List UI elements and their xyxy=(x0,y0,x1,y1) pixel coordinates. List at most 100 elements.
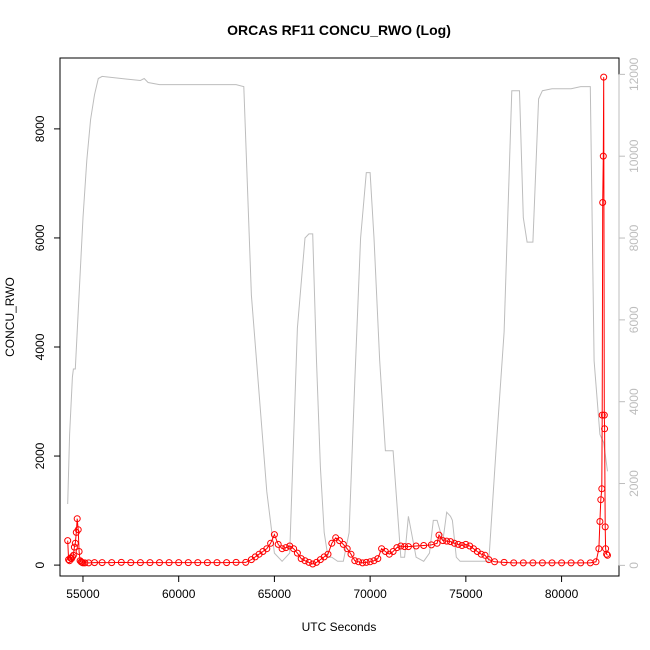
data-point xyxy=(393,544,401,552)
data-point xyxy=(232,558,240,566)
y-axis-left: 0 2000 4000 6000 8000 xyxy=(33,115,61,568)
y2-tick-label: 10000 xyxy=(627,139,641,173)
data-point xyxy=(420,542,428,549)
data-point xyxy=(598,485,606,493)
data-point xyxy=(339,540,347,548)
data-point xyxy=(439,537,447,545)
data-point xyxy=(165,559,173,567)
data-point xyxy=(600,411,608,419)
data-point xyxy=(263,545,271,553)
y2-tick-label: 12000 xyxy=(627,57,641,91)
data-point xyxy=(599,199,607,206)
x-tick-label: 55000 xyxy=(66,587,100,601)
data-point xyxy=(347,550,355,558)
data-point xyxy=(595,545,603,553)
data-point xyxy=(529,559,537,567)
data-point xyxy=(481,551,489,559)
data-point xyxy=(328,539,336,547)
data-point xyxy=(290,545,298,553)
data-point xyxy=(194,559,202,567)
y-axis-right: 0 2000 4000 6000 8000 10000 12000 xyxy=(618,57,641,569)
data-point xyxy=(359,559,366,567)
y-tick-label: 2000 xyxy=(33,442,47,469)
data-point xyxy=(435,531,443,539)
data-point xyxy=(401,543,409,551)
data-point xyxy=(146,559,154,567)
data-point xyxy=(184,559,192,567)
data-point xyxy=(91,559,98,567)
data-point xyxy=(127,559,135,567)
data-point xyxy=(242,558,250,566)
y-tick-label: 6000 xyxy=(33,224,47,251)
data-point xyxy=(370,557,378,565)
data-point xyxy=(477,550,485,558)
data-point xyxy=(75,548,83,555)
data-point xyxy=(297,555,305,563)
data-point xyxy=(454,540,462,548)
data-point xyxy=(203,559,211,567)
data-point xyxy=(600,73,608,81)
data-point xyxy=(136,559,144,567)
series-right-axis-line xyxy=(67,75,608,563)
x-axis-label: UTC Seconds xyxy=(302,620,377,634)
data-point xyxy=(351,557,359,565)
data-point xyxy=(601,425,609,433)
data-point xyxy=(98,559,106,567)
data-point xyxy=(538,559,546,567)
y2-tick-label: 4000 xyxy=(627,388,641,415)
x-tick-label: 60000 xyxy=(162,587,196,601)
y-tick-label: 8000 xyxy=(33,115,47,142)
data-point xyxy=(69,551,77,559)
data-point xyxy=(71,539,79,547)
data-point xyxy=(510,559,518,567)
data-point xyxy=(592,558,600,566)
data-point xyxy=(68,553,76,561)
data-point xyxy=(355,558,363,566)
data-point xyxy=(447,538,454,546)
data-point xyxy=(81,559,89,567)
x-tick-label: 70000 xyxy=(353,587,387,601)
data-point xyxy=(74,526,82,534)
data-point xyxy=(324,550,332,558)
data-point xyxy=(175,559,183,567)
data-point xyxy=(70,543,78,551)
x-tick-label: 65000 xyxy=(258,587,292,601)
data-point xyxy=(293,549,301,557)
data-point xyxy=(343,545,351,553)
data-point xyxy=(156,559,163,567)
data-point xyxy=(603,550,611,558)
data-point xyxy=(558,559,566,567)
data-point xyxy=(389,548,397,555)
data-point xyxy=(412,542,420,550)
data-point xyxy=(404,543,412,551)
data-point xyxy=(336,537,343,545)
data-point xyxy=(366,558,374,566)
data-point xyxy=(309,560,317,568)
data-point xyxy=(598,411,606,419)
data-point xyxy=(267,539,275,547)
data-point xyxy=(601,523,609,531)
x-tick-label: 75000 xyxy=(449,587,483,601)
data-point xyxy=(597,496,605,504)
y2-tick-label: 0 xyxy=(627,562,641,569)
data-point xyxy=(117,558,125,566)
data-point xyxy=(433,539,441,547)
data-point xyxy=(274,540,282,548)
data-point xyxy=(519,559,527,567)
data-point xyxy=(548,559,556,567)
y-axis-label: CONCU_RWO xyxy=(3,277,17,357)
x-axis: 55000 60000 65000 70000 75000 80000 xyxy=(66,575,579,601)
data-point xyxy=(64,537,72,545)
data-point xyxy=(108,559,116,567)
data-point xyxy=(462,540,470,548)
series-left-axis-points xyxy=(64,73,611,568)
data-point xyxy=(450,539,458,547)
y2-tick-label: 2000 xyxy=(627,470,641,497)
data-point xyxy=(223,559,231,567)
data-point xyxy=(305,558,313,566)
primary-series-line xyxy=(67,77,608,565)
data-point xyxy=(485,556,493,564)
secondary-series-line xyxy=(67,75,608,563)
data-point xyxy=(374,555,382,563)
